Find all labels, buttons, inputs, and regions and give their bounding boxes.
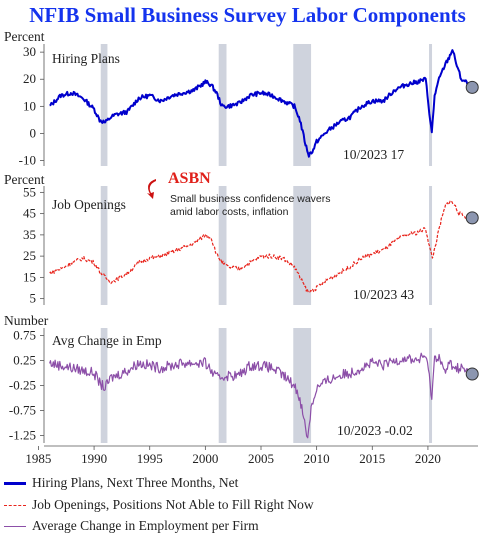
y-tick-label: 10 — [23, 98, 36, 113]
legend-swatch-openings — [4, 504, 26, 506]
unit-label: Percent — [4, 172, 45, 187]
recession-band — [100, 328, 108, 443]
recession-band — [293, 44, 312, 166]
x-tick-label: 1985 — [25, 451, 51, 466]
legend-item-employment: Average Change in Employment per Firm — [4, 518, 259, 534]
y-tick-label: 5 — [30, 291, 37, 306]
last-value-label: 10/2023 43 — [353, 287, 414, 302]
last-value-marker — [465, 367, 479, 381]
y-tick-label: 35 — [23, 227, 36, 242]
y-tick-label: -10 — [19, 153, 36, 168]
recession-band — [100, 186, 108, 305]
asbn-arrow-icon — [147, 179, 156, 199]
x-tick-label: 1990 — [81, 451, 107, 466]
recession-band — [218, 186, 227, 305]
series-line — [49, 200, 471, 293]
y-tick-label: 0.75 — [13, 328, 36, 343]
annotation-headline-line1: Small business confidence wavers — [170, 193, 331, 205]
series-label: Avg Change in Emp — [52, 333, 162, 348]
x-tick-label: 2000 — [192, 451, 218, 466]
legend-item-hiring: Hiring Plans, Next Three Months, Net — [4, 475, 238, 491]
last-value-label: 10/2023 -0.02 — [337, 423, 413, 438]
chart-title: NFIB Small Business Survey Labor Compone… — [29, 3, 466, 27]
recession-band — [293, 186, 312, 305]
series-label: Job Openings — [52, 197, 126, 212]
legend-label-employment: Average Change in Employment per Firm — [32, 518, 259, 533]
asbn-logo: ASBN — [168, 170, 211, 187]
last-value-marker — [465, 80, 479, 94]
x-tick-label: 2005 — [248, 451, 274, 466]
legend-swatch-employment — [4, 525, 26, 527]
y-tick-label: -0.75 — [9, 403, 36, 418]
y-tick-label: -1.25 — [9, 428, 36, 443]
unit-label: Percent — [4, 29, 45, 44]
y-tick-label: 55 — [23, 184, 36, 199]
y-tick-label: 0 — [30, 125, 37, 140]
recession-band — [429, 186, 433, 305]
series-label: Hiring Plans — [52, 51, 120, 66]
y-tick-label: 20 — [23, 71, 36, 86]
unit-label: Number — [4, 313, 49, 328]
y-tick-label: -0.25 — [9, 378, 36, 393]
recession-band — [429, 44, 433, 166]
recession-band — [293, 328, 312, 443]
series-line — [49, 49, 471, 158]
recession-band — [218, 328, 227, 443]
series-line — [49, 352, 471, 439]
x-tick-label: 2010 — [304, 451, 330, 466]
annotation-headline-line2: amid labor costs, inflation — [170, 206, 289, 218]
x-tick-label: 2015 — [359, 451, 385, 466]
last-value-label: 10/2023 17 — [343, 147, 404, 162]
y-tick-label: 25 — [23, 248, 36, 263]
x-tick-label: 2020 — [415, 451, 441, 466]
legend-item-openings: Job Openings, Positions Not Able to Fill… — [4, 497, 314, 513]
y-tick-label: 0.25 — [13, 353, 36, 368]
recession-band — [100, 44, 108, 166]
x-tick-label: 1995 — [137, 451, 163, 466]
y-tick-label: 15 — [23, 269, 36, 284]
legend-label-openings: Job Openings, Positions Not Able to Fill… — [32, 497, 314, 512]
last-value-marker — [465, 211, 479, 225]
y-tick-label: 45 — [23, 206, 36, 221]
y-tick-label: 30 — [23, 44, 36, 59]
legend-label-hiring: Hiring Plans, Next Three Months, Net — [32, 475, 239, 490]
legend-swatch-hiring — [4, 481, 26, 485]
